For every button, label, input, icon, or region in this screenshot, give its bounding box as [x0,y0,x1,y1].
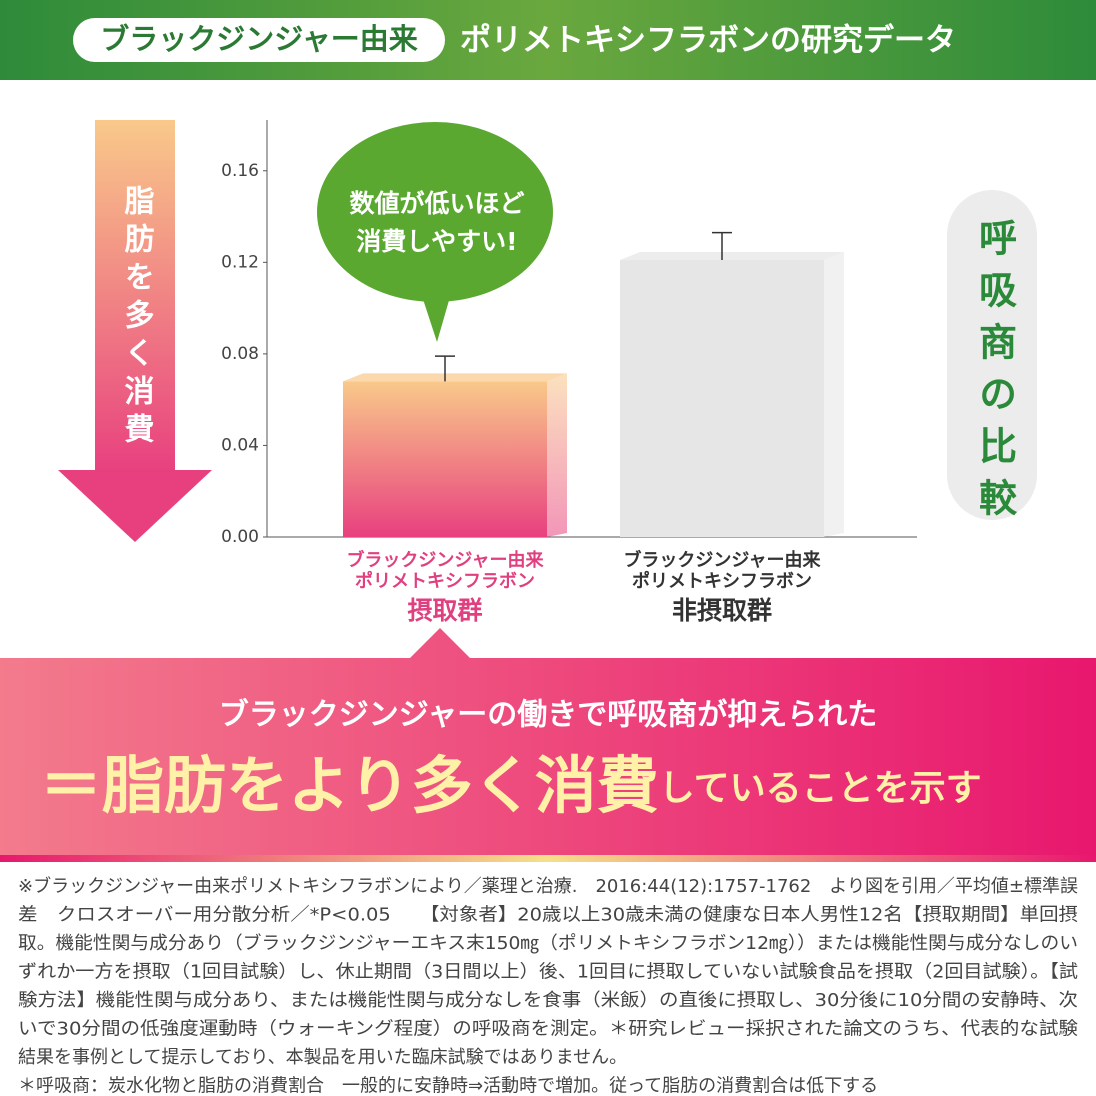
bar [343,381,547,537]
banner-line2: ＝脂肪をより多く消費していることを示す [40,749,982,822]
x-tick-label: 非摂取群 [672,596,772,625]
side-label: 呼吸商の比較 [973,218,1017,530]
bar-top [343,373,567,382]
footnote-line: 験方法】機能性関与成分あり、または機能性関与成分なしを食事（米飯）の直後に摂取し… [18,990,1078,1011]
y-tick-label: 0.12 [221,252,259,272]
arrow-head [58,470,212,542]
bar-side [547,373,567,537]
x-tick-label: ポリメトキシフラボン [355,570,535,592]
arrow-body [95,120,175,472]
callout-tail [420,290,452,342]
x-tick-label: 摂取群 [407,596,482,625]
x-tick-label: ポリメトキシフラボン [632,570,812,592]
banner-sub: していることを示す [659,768,982,809]
footnote-line: ずれか一方を摂取（1回目試験）し、休止期間（3日間以上）後、1回目に摂取していな… [18,962,1078,983]
side-pill [947,190,1037,520]
banner [0,628,1096,855]
footnote-line: 結果を事例として提示しており、本製品を用いた臨床試験ではありません。 [18,1047,627,1068]
banner-line1: ブラックジンジャーの働きで呼吸商が抑えられた [219,698,878,733]
bar-top [620,252,844,261]
footnote-line: 取。機能性関与成分あり（ブラックジンジャーエキス末150㎎（ポリメトキシフラボン… [18,932,1078,954]
footnote-line: 差 クロスオーバー用分散分析／*P<0.05 【対象者】20歳以上30歳未満の健… [18,905,1078,926]
callout-text: 数値が低いほど [349,189,524,218]
x-tick-label: ブラックジンジャー由来 [623,549,821,571]
y-tick-label: 0.08 [221,344,259,364]
error-bar [435,355,455,382]
banner-main: ＝脂肪をより多く消費 [40,749,659,822]
y-tick-label: 0.00 [221,527,259,547]
arrow-label: 脂肪を多く消費 [119,185,155,451]
footnote: ※ブラックジンジャー由来ポリメトキシフラボンにより／薬理と治療. 2016:44… [18,875,1078,1096]
header-title: ポリメトキシフラボンの研究データ [460,23,956,59]
bar [620,260,824,537]
y-tick-label: 0.04 [221,435,259,455]
footnote-line: いで30分間の低強度運動時（ウォーキング程度）の呼吸商を測定。＊研究レビュー採択… [18,1019,1078,1040]
x-tick-label: ブラックジンジャー由来 [346,549,544,571]
error-bar [712,231,732,261]
footnote-line: ※ブラックジンジャー由来ポリメトキシフラボンにより／薬理と治療. 2016:44… [18,875,1078,897]
callout-text: 消費しやすい! [356,227,517,256]
banner-rule [0,855,1096,862]
footnote-line: ＊呼吸商：炭水化物と脂肪の消費割合 一般的に安静時⇒活動時で増加。従って脂肪の消… [18,1076,878,1096]
bar-side [824,252,844,538]
y-tick-label: 0.16 [221,161,259,181]
header-badge-text: ブラックジンジャー由来 [100,22,418,56]
header-badge [73,18,445,62]
callout-bubble [317,122,553,302]
